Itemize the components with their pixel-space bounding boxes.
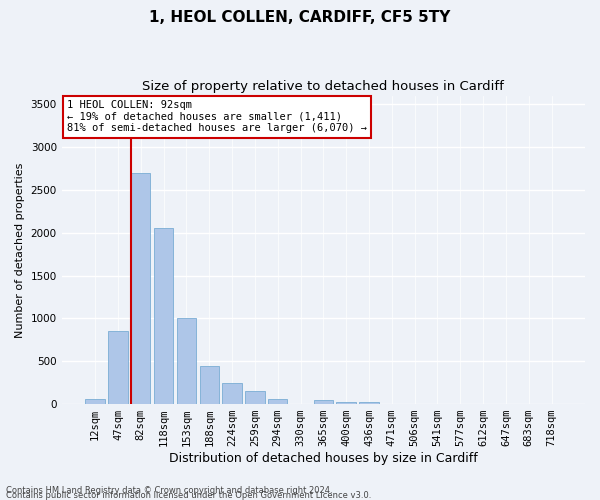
- Text: Contains HM Land Registry data © Crown copyright and database right 2024.: Contains HM Land Registry data © Crown c…: [6, 486, 332, 495]
- Text: 1 HEOL COLLEN: 92sqm
← 19% of detached houses are smaller (1,411)
81% of semi-de: 1 HEOL COLLEN: 92sqm ← 19% of detached h…: [67, 100, 367, 134]
- Bar: [200, 366, 219, 404]
- Text: 1, HEOL COLLEN, CARDIFF, CF5 5TY: 1, HEOL COLLEN, CARDIFF, CF5 5TY: [149, 10, 451, 25]
- Bar: [131, 172, 151, 404]
- X-axis label: Distribution of detached houses by size in Cardiff: Distribution of detached houses by size …: [169, 452, 478, 465]
- Text: Contains public sector information licensed under the Open Government Licence v3: Contains public sector information licen…: [6, 491, 371, 500]
- Title: Size of property relative to detached houses in Cardiff: Size of property relative to detached ho…: [142, 80, 504, 93]
- Bar: [268, 398, 287, 404]
- Bar: [223, 382, 242, 404]
- Bar: [108, 331, 128, 404]
- Bar: [337, 402, 356, 404]
- Bar: [154, 228, 173, 404]
- Bar: [245, 391, 265, 404]
- Bar: [359, 402, 379, 404]
- Y-axis label: Number of detached properties: Number of detached properties: [15, 162, 25, 338]
- Bar: [85, 400, 105, 404]
- Bar: [314, 400, 333, 404]
- Bar: [177, 318, 196, 404]
